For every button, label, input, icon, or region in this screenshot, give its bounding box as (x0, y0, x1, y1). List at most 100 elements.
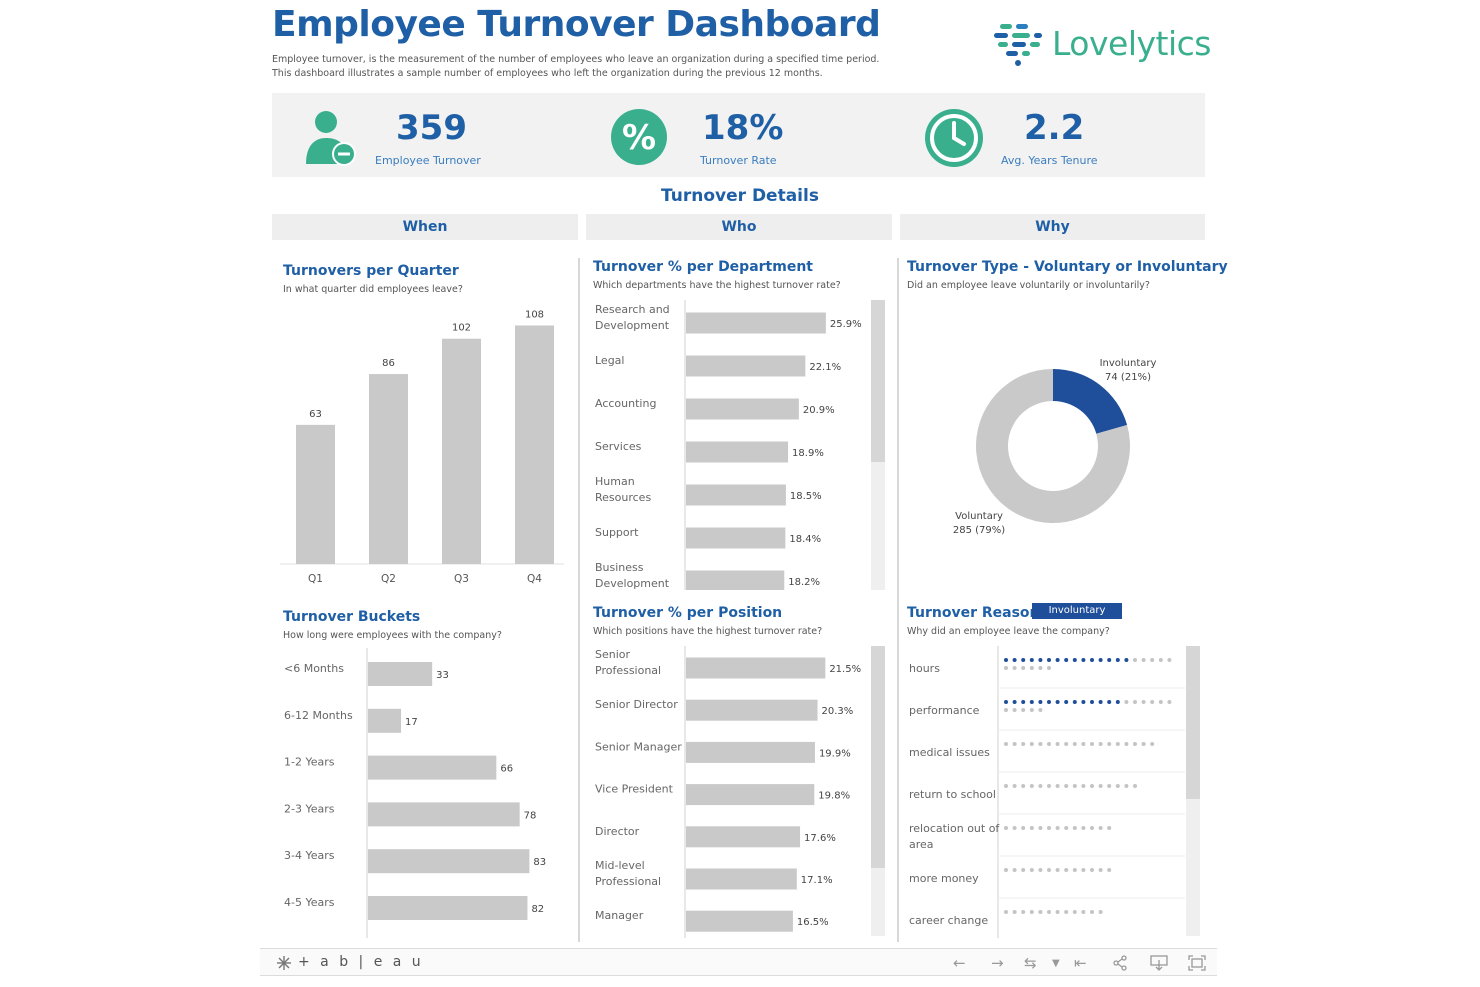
reason-dot (1055, 700, 1060, 704)
reason-dot (1081, 658, 1086, 662)
reason-dot (1004, 708, 1008, 712)
reason-dot (1038, 708, 1043, 712)
reason-scrollbar[interactable] (1186, 646, 1200, 936)
reason-dot (1064, 742, 1069, 746)
reason-dot (1021, 666, 1026, 670)
description-line-1: Employee turnover, is the measurement of… (272, 54, 880, 65)
reason-dot (1021, 826, 1026, 830)
reason-dot (1055, 784, 1060, 788)
bar (686, 441, 789, 463)
reason-dot (1004, 784, 1008, 788)
column-header-who: Who (586, 214, 892, 240)
reason-dot (1115, 658, 1120, 662)
reason-dot (1124, 784, 1129, 788)
reason-dot (1090, 784, 1094, 788)
bar-category-label: Development (595, 577, 670, 590)
type-chart-title: Turnover Type - Voluntary or Involuntary (907, 259, 1228, 275)
bar (686, 527, 786, 549)
reason-dot (1064, 826, 1069, 830)
section-title: Turnover Details (661, 186, 819, 206)
reason-dot (1072, 742, 1077, 746)
quarter-tick-label: Q3 (454, 573, 469, 585)
reason-dot (1038, 868, 1043, 872)
reason-dot (1004, 910, 1008, 914)
reason-dot (1029, 826, 1034, 830)
reason-chart-subtitle: Why did an employee leave the company? (907, 626, 1110, 637)
involuntary-label: Involuntary (1100, 358, 1157, 369)
bar-category-label: Development (595, 319, 670, 332)
reason-dot (1012, 708, 1017, 712)
bar (686, 784, 815, 806)
quarter-bar (296, 424, 335, 564)
bar-value-label: 82 (531, 904, 544, 915)
department-chart-subtitle: Which departments have the highest turno… (593, 280, 841, 291)
reason-scroll-thumb[interactable] (1186, 646, 1200, 799)
column-header-when: When (272, 214, 578, 240)
bar-category-label: 2-3 Years (284, 802, 335, 815)
reason-dot (1055, 658, 1060, 662)
bar-category-label: Business (595, 561, 644, 574)
bar (686, 484, 786, 506)
type-chart-subtitle: Did an employee leave voluntarily or inv… (907, 280, 1150, 291)
position-chart-title: Turnover % per Position (593, 605, 783, 621)
position-scroll-thumb[interactable] (871, 646, 885, 868)
reason-dot (1029, 700, 1034, 704)
reason-dot (1064, 910, 1069, 914)
reason-dot (1004, 658, 1008, 662)
bar (368, 896, 528, 920)
bar-value-label: 78 (524, 810, 537, 821)
reason-dot (1072, 910, 1077, 914)
reason-dot (1047, 826, 1051, 830)
reason-label: more money (909, 872, 979, 885)
reason-dot (1072, 784, 1077, 788)
reason-dot (1012, 700, 1017, 704)
bar-value-label: 25.9% (830, 319, 862, 330)
redo-icon[interactable]: → (991, 954, 1004, 972)
revert-icon[interactable]: ⇆ (1024, 954, 1037, 972)
bar-category-label: 4-5 Years (284, 896, 335, 909)
department-scrollbar[interactable] (871, 300, 885, 590)
reason-dot (1133, 658, 1137, 662)
buckets-chart-title: Turnover Buckets (283, 609, 421, 625)
quarter-tick-label: Q1 (308, 573, 323, 585)
donut-slice-voluntary (976, 369, 1130, 523)
bar-category-label: Resources (595, 491, 651, 504)
reason-dot (1064, 868, 1069, 872)
reason-dot (1055, 868, 1060, 872)
reason-dot (1021, 700, 1026, 704)
reason-label: area (909, 838, 934, 851)
quarter-tick-label: Q4 (527, 573, 542, 585)
reason-dot (1029, 868, 1034, 872)
undo-icon[interactable]: ← (953, 954, 966, 972)
reason-dot (1038, 700, 1043, 704)
reason-label: hours (909, 662, 940, 675)
bar-value-label: 18.4% (789, 534, 821, 545)
bar (686, 312, 826, 334)
reason-dot (1012, 666, 1017, 670)
department-scroll-thumb[interactable] (871, 300, 885, 462)
chevron-down-icon[interactable]: ▼ (1052, 958, 1060, 969)
reason-dot (1064, 784, 1069, 788)
reason-dot (1098, 784, 1103, 788)
column-divider (578, 258, 580, 942)
pause-icon[interactable]: ⇤ (1074, 954, 1087, 972)
column-header-why: Why (900, 214, 1205, 240)
share-icon[interactable] (1112, 955, 1128, 976)
reason-dot (1141, 658, 1146, 662)
involuntary-filter-badge[interactable]: Involuntary (1032, 603, 1122, 619)
quarter-bar (442, 338, 481, 564)
reason-dot (1081, 784, 1086, 788)
reason-dot (1012, 658, 1017, 662)
reason-dot (1055, 826, 1060, 830)
reason-dot (1021, 784, 1026, 788)
bar (686, 398, 799, 420)
bar-category-label: Manager (595, 909, 644, 922)
quarter-tick-label: Q2 (381, 573, 396, 585)
bar (368, 708, 402, 733)
position-scrollbar[interactable] (871, 646, 885, 936)
reason-dot (1038, 742, 1043, 746)
download-icon[interactable] (1150, 955, 1168, 976)
bar (368, 755, 497, 780)
reason-dot (1124, 700, 1129, 704)
fullscreen-icon[interactable] (1188, 955, 1206, 976)
